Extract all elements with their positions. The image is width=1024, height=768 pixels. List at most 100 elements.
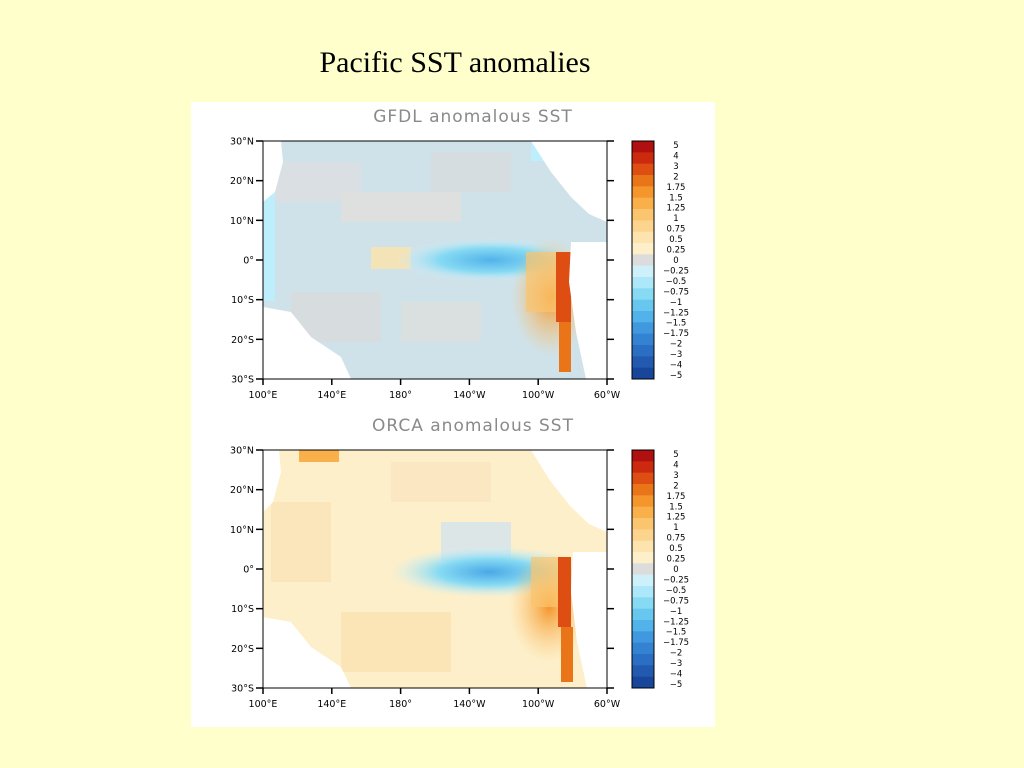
gfdl-colorbar-label: 5 <box>673 141 678 151</box>
orca-coastal-upwelling <box>558 557 571 627</box>
colorbar-layer: 54321.751.51.2510.750.50.250−0.25−0.5−0.… <box>631 140 689 690</box>
gfdl-colorbar-swatch <box>632 175 654 187</box>
gfdl-colorbar-swatch <box>632 322 654 335</box>
orca-x-tick-label: 100°E <box>249 699 278 710</box>
orca-patch <box>341 612 451 672</box>
slide-title: Pacific SST anomalies <box>319 46 591 79</box>
orca-map <box>262 449 608 689</box>
gfdl-y-tick-label: 20°N <box>230 176 254 187</box>
orca-land-australia <box>263 617 351 688</box>
gfdl-x-tick-label: 100°W <box>522 390 555 401</box>
gfdl-land-asia <box>263 141 283 202</box>
orca-colorbar-label: −0.75 <box>663 596 689 606</box>
gfdl-colorbar-label: 1 <box>673 214 678 224</box>
gfdl-y-tick-label: 30°S <box>231 375 254 386</box>
sst-figure-svg: GFDL anomalous SST <box>230 107 689 711</box>
gfdl-colorbar-label: 2 <box>673 172 678 182</box>
gfdl-colorbar-label: −2 <box>670 340 683 350</box>
orca-colorbar-swatch <box>632 676 654 689</box>
orca-colorbar-label: −1.75 <box>663 638 689 648</box>
gfdl-colorbar-label: −0.75 <box>663 287 689 297</box>
orca-colorbar-swatch <box>632 529 654 542</box>
gfdl-colorbar-swatch <box>632 277 654 289</box>
gfdl-colorbar-label: 3 <box>673 162 678 172</box>
gfdl-patch <box>401 302 481 342</box>
orca-warm-block <box>531 557 561 607</box>
orca-y-tick-label: 10°N <box>230 525 254 536</box>
gfdl-colorbar-label: −0.5 <box>666 277 687 287</box>
orca-colorbar-swatch <box>632 540 654 553</box>
orca-colorbar-swatch <box>632 563 654 576</box>
orca-colorbar-label: 1.25 <box>667 513 686 523</box>
gfdl-panel: GFDL anomalous SST <box>262 107 608 380</box>
orca-colorbar-swatch <box>632 461 654 474</box>
gfdl-colorbar-label: −1.75 <box>663 329 689 339</box>
orca-colorbar-label: 4 <box>673 460 678 470</box>
orca-land-americas <box>531 450 607 532</box>
orca-colorbar-label: −4 <box>670 670 683 680</box>
orca-colorbar-label: 1 <box>673 523 678 533</box>
orca-colorbar-swatch <box>632 495 654 508</box>
orca-colorbar-label: 1.75 <box>667 492 686 502</box>
orca-colorbar-label: −3 <box>670 659 683 669</box>
orca-colorbar-label: −1 <box>670 607 683 617</box>
gfdl-colorbar-label: 0.5 <box>669 235 683 245</box>
orca-colorbar-label: 0.5 <box>669 544 683 554</box>
orca-colorbar-swatch <box>632 642 654 655</box>
gfdl-x-tick-label: 60°W <box>594 390 621 401</box>
orca-x-tick-label: 60°W <box>594 699 621 710</box>
gfdl-colorbar-label: 1.25 <box>667 204 686 214</box>
orca-patch <box>391 462 491 502</box>
gfdl-colorbar-swatch <box>632 186 654 199</box>
gfdl-colorbar-swatch <box>632 254 654 267</box>
gfdl-colorbar-swatch <box>632 333 654 346</box>
orca-colorbar-label: −0.25 <box>663 575 689 585</box>
orca-colorbar-label: 0.75 <box>667 534 686 544</box>
gfdl-colorbar-swatch <box>632 220 654 233</box>
gfdl-colorbar-swatch <box>632 197 654 210</box>
gfdl-y-tick-label: 20°S <box>231 335 254 346</box>
gfdl-colorbar-swatch <box>632 356 654 369</box>
gfdl-land-americas <box>531 141 607 222</box>
gfdl-x-tick-label: 100°E <box>249 390 278 401</box>
gfdl-colorbar-label: −0.25 <box>663 266 689 276</box>
gfdl-colorbar-label: −1.25 <box>663 308 689 318</box>
orca-colorbar-label: 2 <box>673 481 678 491</box>
gfdl-x-tick-label: 140°W <box>453 390 486 401</box>
orca-colorbar-swatch <box>632 518 654 530</box>
orca-colorbar-swatch <box>632 484 654 496</box>
orca-colorbar-frame <box>631 449 655 689</box>
orca-x-tick-label: 140°E <box>317 699 346 710</box>
gfdl-colorbar-swatch <box>632 152 654 165</box>
gfdl-colorbar-label: 4 <box>673 151 678 161</box>
orca-colorbar-label: 1.5 <box>669 502 683 512</box>
orca-colorbar-swatch <box>632 654 654 666</box>
gfdl-panel-title: GFDL anomalous SST <box>373 107 573 127</box>
gfdl-land-australia <box>263 307 351 379</box>
gfdl-colorbar-swatch <box>632 345 654 357</box>
orca-patch <box>271 502 331 582</box>
orca-colorbar-label: −1.25 <box>663 617 689 627</box>
orca-colorbar-swatch <box>632 631 654 644</box>
gfdl-colorbar-swatch <box>632 141 654 153</box>
gfdl-y-tick-label: 10°S <box>231 295 254 306</box>
orca-colorbar-label: −5 <box>670 680 683 690</box>
gfdl-patch <box>341 192 461 222</box>
orca-colorbar-label: 5 <box>673 450 678 460</box>
orca-colorbar-swatch <box>632 586 654 598</box>
orca-panel: ORCA anomalous SST <box>262 416 608 689</box>
orca-colorbar-label: 0 <box>673 565 678 575</box>
gfdl-colorbar-swatch <box>632 311 654 323</box>
orca-x-tick-label: 140°W <box>453 699 486 710</box>
orca-y-tick-label: 20°S <box>231 644 254 655</box>
gfdl-colorbar-label: 1.5 <box>669 193 683 203</box>
orca-y-tick-label: 10°S <box>231 604 254 615</box>
orca-panel-title: ORCA anomalous SST <box>372 416 574 436</box>
axes-layer: 30°N 20°N 10°N 0° 10°S 20°S 30°S 100°E 140°E 180°… <box>230 137 621 711</box>
orca-y-tick-label: 0° <box>243 565 254 576</box>
orca-colorbar-swatch <box>632 620 654 632</box>
orca-colorbar-swatch <box>632 665 654 678</box>
gfdl-colorbar-label: 1.75 <box>667 183 686 193</box>
orca-y-tick-label: 20°N <box>230 485 254 496</box>
orca-nw-warm-strip <box>299 450 339 462</box>
